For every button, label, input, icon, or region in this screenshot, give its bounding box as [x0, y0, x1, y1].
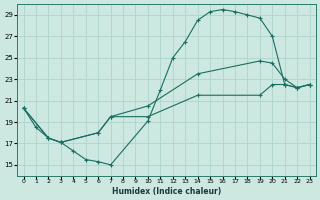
X-axis label: Humidex (Indice chaleur): Humidex (Indice chaleur) — [112, 187, 221, 196]
